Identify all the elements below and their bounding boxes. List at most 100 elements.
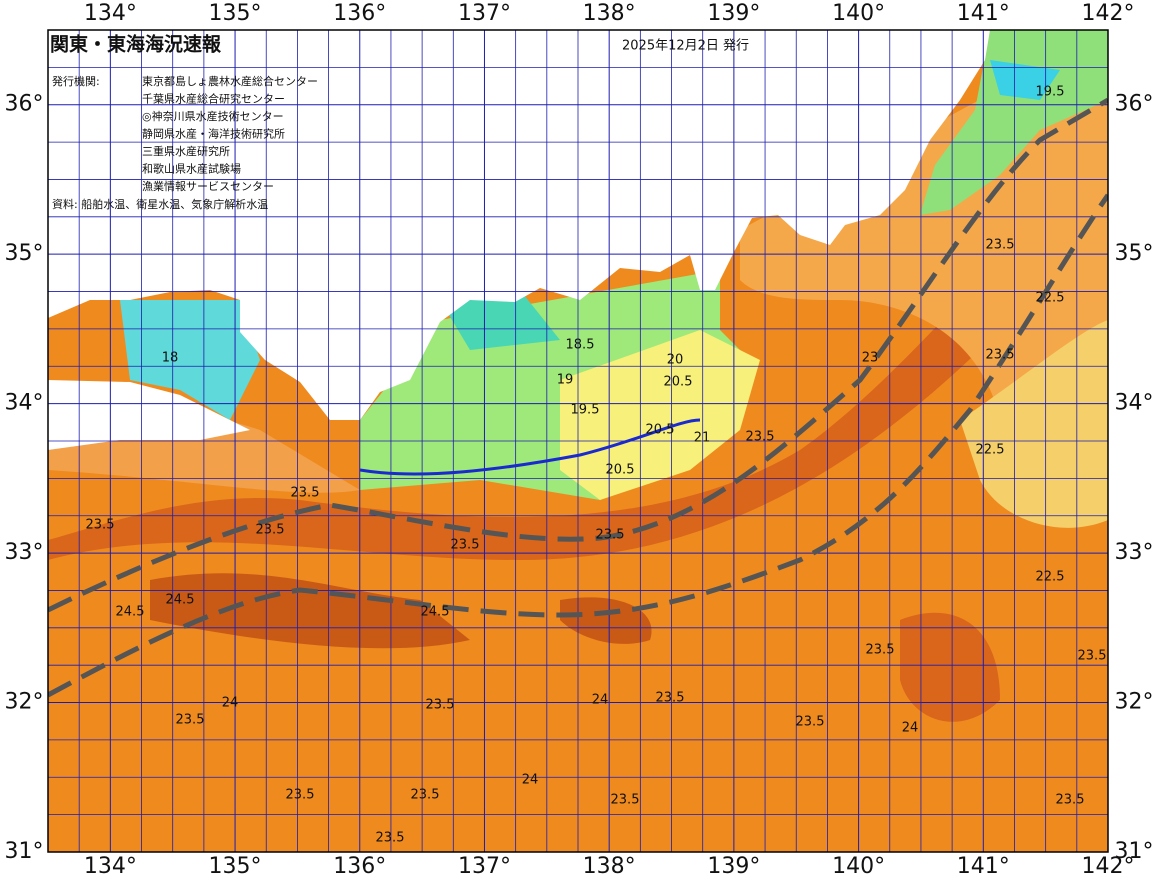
- contour-labels: 23.5 24.5 24.5 23.5 23.5 23.5 24.5 23.5 24 23.5 23…: [86, 85, 1107, 846]
- contour-label: 23.5: [426, 698, 455, 713]
- contour-label: 24.5: [116, 605, 145, 620]
- lat-label-left: 31°: [5, 839, 44, 864]
- contour-label: 23.5: [376, 831, 405, 846]
- lon-label-bottom: 134°: [84, 854, 137, 879]
- contour-label: 23.5: [291, 486, 320, 501]
- contour-label: 23.5: [411, 788, 440, 803]
- lon-label-top: 139°: [707, 1, 760, 26]
- contour-label: 23: [862, 351, 879, 366]
- lon-label-top: 140°: [832, 1, 885, 26]
- warm-core: [560, 597, 652, 644]
- lat-label-right: 32°: [1115, 690, 1154, 715]
- contour-label: 20.5: [606, 463, 635, 478]
- contour-label: 23.5: [286, 788, 315, 803]
- contour-label: 24: [902, 721, 919, 736]
- contour-label: 18.5: [566, 338, 595, 353]
- agencies-label: 発行機関:: [52, 74, 100, 88]
- title: 関東・東海海況速報: [50, 33, 222, 56]
- contour-label: 24: [222, 696, 239, 711]
- lat-label-right: 31°: [1115, 839, 1154, 864]
- contour-label: 24: [522, 773, 539, 788]
- contour-label: 23.5: [746, 430, 775, 445]
- contour-label: 23.5: [656, 691, 685, 706]
- cool-water: [960, 320, 1108, 528]
- warm-core: [150, 573, 470, 649]
- lon-label-top: 142°: [1082, 1, 1135, 26]
- overlays: [48, 97, 1108, 698]
- contour-label: 23.5: [796, 715, 825, 730]
- contour-label: 20.5: [664, 375, 693, 390]
- bay-water: [120, 300, 260, 420]
- lat-label-right: 35°: [1115, 241, 1154, 266]
- lat-label-right: 33°: [1115, 540, 1154, 565]
- contour-label: 20.5: [646, 423, 675, 438]
- lon-label-top: 137°: [458, 1, 511, 26]
- lat-label-right: 34°: [1115, 391, 1154, 416]
- contour-label: 20: [667, 353, 684, 368]
- lat-label-left: 34°: [5, 391, 44, 416]
- lon-label-bottom: 140°: [832, 854, 885, 879]
- lon-label-bottom: 141°: [957, 854, 1010, 879]
- warm-band: [48, 150, 1108, 560]
- agency: 東京都島しょ農林水産総合センター: [142, 74, 318, 88]
- warm-patch: [900, 612, 1000, 722]
- lon-label-bottom: 137°: [458, 854, 511, 879]
- contour-label: 23.5: [611, 793, 640, 808]
- lon-label-bottom: 135°: [209, 854, 262, 879]
- contour-label: 18: [162, 351, 179, 366]
- land: [48, 30, 990, 420]
- contour-label: 19.5: [1036, 85, 1065, 100]
- lon-label-bottom: 136°: [333, 854, 386, 879]
- agency: 和歌山県水産試験場: [142, 162, 241, 176]
- lon-label-top: 138°: [583, 1, 636, 26]
- contour-label: 23.5: [986, 348, 1015, 363]
- contour-label: 24.5: [421, 605, 450, 620]
- contour-label: 24: [592, 693, 609, 708]
- kuroshio-edge: [48, 193, 1108, 698]
- lon-label-top: 136°: [333, 1, 386, 26]
- lon-label-bottom: 138°: [583, 854, 636, 879]
- agency: 静岡県水産・海洋技術研究所: [142, 127, 285, 141]
- isotherm: [359, 418, 701, 476]
- lon-label-top: 135°: [209, 1, 262, 26]
- axis-labels: 134° 134° 135° 135° 136° 136° 137° 137° 138° 138°…: [5, 1, 1154, 879]
- map-frame: [47, 29, 1109, 853]
- contour-label: 24.5: [166, 593, 195, 608]
- grid: [48, 30, 1108, 852]
- contour-label: 22.5: [976, 443, 1005, 458]
- lon-label-top: 141°: [957, 1, 1010, 26]
- lat-label-left: 33°: [5, 540, 44, 565]
- contour-label: 19: [557, 373, 574, 388]
- agency: 漁業情報サービスセンター: [142, 179, 274, 193]
- agency: ◎神奈川県水産技術センター: [142, 109, 284, 123]
- lat-label-right: 36°: [1115, 92, 1154, 117]
- coastal-cold: [440, 290, 560, 350]
- issue-date: 2025年12月2日 発行: [622, 39, 749, 54]
- lon-label-bottom: 139°: [707, 854, 760, 879]
- agency: 三重県水産研究所: [142, 144, 230, 158]
- lat-label-left: 36°: [5, 92, 44, 117]
- contour-label: 22.5: [1036, 570, 1065, 585]
- bay-water: [990, 60, 1060, 100]
- contour-label: 23.5: [596, 528, 625, 543]
- coastal-mild: [560, 330, 760, 500]
- contour-label: 23.5: [256, 523, 285, 538]
- contour-label: 19.5: [571, 403, 600, 418]
- lon-label-top: 134°: [84, 1, 137, 26]
- lat-label-left: 32°: [5, 690, 44, 715]
- lat-label-left: 35°: [5, 241, 44, 266]
- contour-label: 23.5: [1078, 649, 1107, 664]
- contour-label: 23.5: [86, 518, 115, 533]
- contour-label: 21: [694, 431, 711, 446]
- land: [48, 380, 250, 450]
- contour-label: 23.5: [451, 538, 480, 553]
- source: 資料: 船舶水温、衛星水温、気象庁解析水温: [52, 197, 268, 211]
- lon-label-bottom: 142°: [1082, 854, 1135, 879]
- contour-label: 23.5: [986, 238, 1015, 253]
- bay-water: [920, 30, 1108, 215]
- kuroshio-edge: [48, 97, 1108, 613]
- contour-label: 23.5: [1056, 793, 1085, 808]
- map-body: 23.5 24.5 24.5 23.5 23.5 23.5 24.5 23.5 24 23.5 23…: [48, 30, 1108, 852]
- contour-label: 22.5: [1036, 291, 1065, 306]
